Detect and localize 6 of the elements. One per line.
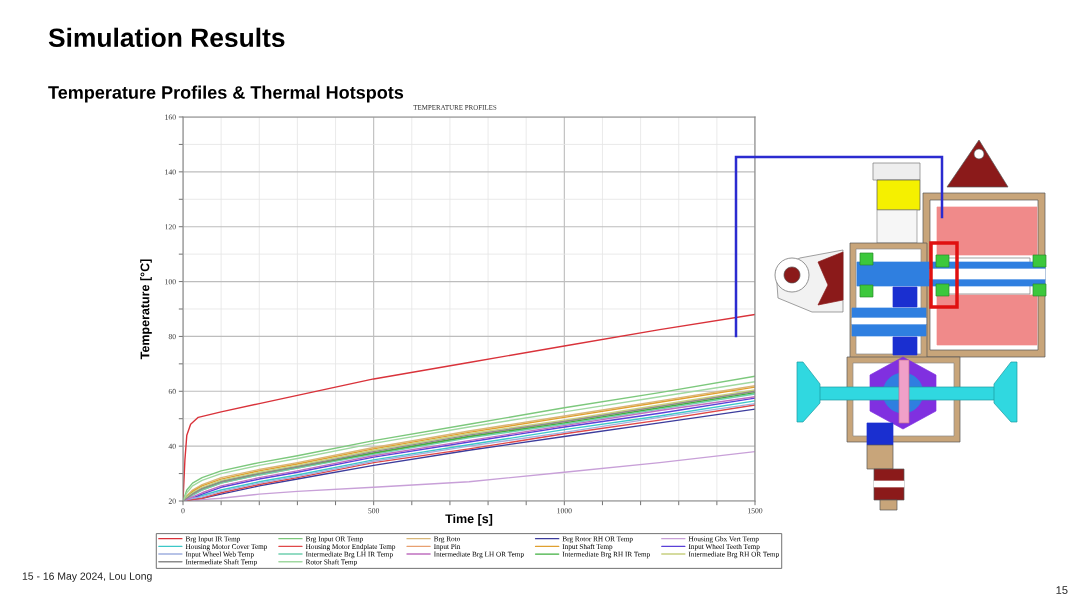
text: 15 <box>1056 586 1068 594</box>
y-axis-title: Temperature [°C] <box>140 259 152 360</box>
text: 15 - 16 May 2024, Lou Long <box>22 572 152 582</box>
chart-subtitle: Temperature Profiles & Thermal Hotspots <box>48 85 404 103</box>
chart-title: Simulation Results <box>48 27 285 48</box>
x-axis-title: Time [s] <box>445 514 493 526</box>
